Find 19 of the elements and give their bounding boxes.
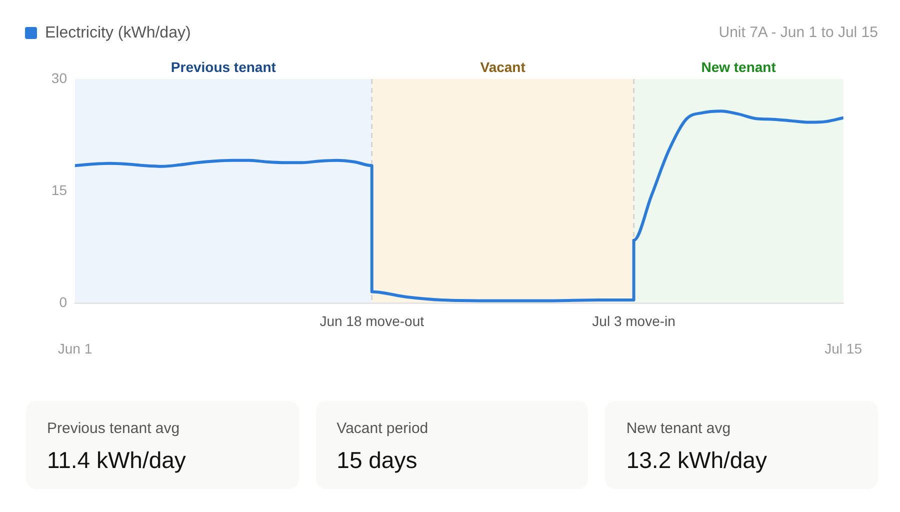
text: 13.2 kWh/day — [626, 446, 768, 475]
y-tick-label: 0 — [59, 294, 68, 310]
band-label: Previous tenant — [170, 58, 276, 75]
legend-label: Electricity (kWh/day) — [45, 24, 191, 42]
x-tick-label: Jun 1 — [58, 340, 92, 356]
line-series — [75, 110, 844, 302]
text: Vacant period — [336, 419, 430, 439]
text: Previous tenant avg — [47, 419, 181, 439]
ref-line-label: Jun 18 move-out — [320, 312, 424, 329]
text: 11.4 kWh/day — [47, 446, 187, 475]
y-tick-label: 30 — [51, 70, 68, 86]
x-tick-label: Jul 15 — [824, 340, 862, 356]
band-label: New tenant — [701, 58, 776, 75]
y-tick-label: 15 — [51, 182, 68, 198]
text: 15 days — [336, 446, 418, 475]
ref-line-label: Jul 3 move-in — [592, 312, 676, 329]
text: New tenant avg — [626, 419, 732, 439]
band-label: Vacant — [480, 58, 526, 75]
chart-title: Unit 7A - Jun 1 to Jul 15 — [718, 23, 878, 43]
